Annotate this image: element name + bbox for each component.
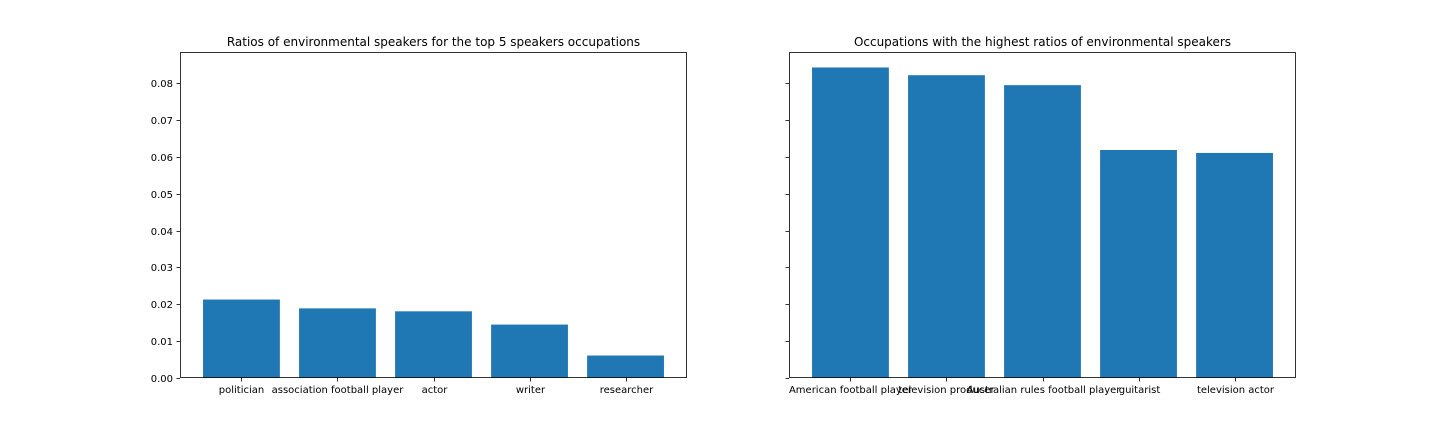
bar-0 <box>812 67 889 378</box>
bar-1 <box>299 308 376 378</box>
axes-frame <box>180 52 687 378</box>
chart-title: Occupations with the highest ratios of e… <box>854 35 1231 49</box>
x-tick-label-4: television actor <box>1197 385 1275 396</box>
bar-2 <box>1004 85 1081 379</box>
y-tick-label-1: 0.01 <box>151 337 173 348</box>
chart-top5-occupations: 0.00 0.01 0.02 0.03 0.04 0.05 0.06 0.07 0.08 poli… <box>151 35 687 396</box>
bar-3 <box>491 324 568 378</box>
bar-4 <box>587 355 664 378</box>
x-tick-label-2: actor <box>422 385 449 396</box>
bar-4 <box>1196 152 1273 378</box>
y-tick-label-6: 0.06 <box>151 153 173 164</box>
x-tick-label-4: researcher <box>600 385 654 396</box>
x-tick-label-0: American football player <box>789 385 913 396</box>
y-tick-label-8: 0.08 <box>151 79 173 90</box>
bar-2 <box>395 311 472 378</box>
y-tick-label-0: 0.00 <box>151 374 173 385</box>
y-tick-label-7: 0.07 <box>151 116 173 127</box>
x-tick-label-0: politician <box>219 385 264 396</box>
y-tick-label-5: 0.05 <box>151 190 173 201</box>
y-tick-label-3: 0.03 <box>151 263 173 274</box>
x-tick-label-2: Australian rules football player <box>967 385 1122 396</box>
y-tick-label-2: 0.02 <box>151 300 173 311</box>
y-tick-label-4: 0.04 <box>151 227 173 238</box>
x-tick-label-3: guitarist <box>1119 385 1161 396</box>
x-tick-label-1: association football player <box>272 385 405 396</box>
bar-3 <box>1100 149 1177 378</box>
chart-title: Ratios of environmental speakers for the… <box>227 35 640 49</box>
bar-1 <box>908 75 985 378</box>
x-tick-label-3: writer <box>516 385 546 396</box>
x-tick-label-1: television producer <box>898 385 995 396</box>
bar-0 <box>203 299 280 378</box>
axes-frame <box>789 52 1296 378</box>
